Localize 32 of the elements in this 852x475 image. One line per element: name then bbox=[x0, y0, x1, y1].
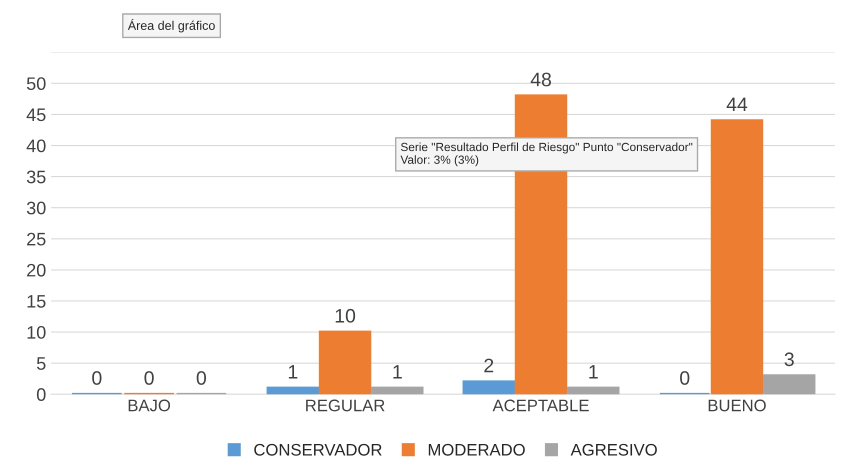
data-label: 1 bbox=[589, 365, 598, 378]
x-tick-label: BUENO bbox=[708, 400, 766, 412]
y-tick-label: 50 bbox=[26, 77, 46, 90]
y-tick-label: 5 bbox=[36, 357, 46, 370]
y-tick-label: 25 bbox=[27, 232, 46, 246]
data-label: 1 bbox=[393, 365, 402, 378]
y-tick-label: 15 bbox=[28, 295, 46, 308]
y-tick-label: 0 bbox=[36, 388, 46, 401]
y-tick-label: 45 bbox=[26, 108, 46, 122]
legend-label: AGRESIVO bbox=[570, 444, 657, 456]
text: Área del gráfico bbox=[128, 19, 215, 32]
data-label: 10 bbox=[336, 308, 356, 323]
legend-label: MODERADO bbox=[428, 444, 525, 456]
data-label: 0 bbox=[196, 371, 206, 385]
x-tick-label: ACEPTABLE bbox=[492, 400, 589, 412]
data-label: 3 bbox=[784, 352, 794, 366]
y-tick-label: 20 bbox=[27, 264, 46, 277]
y-tick-label: 40 bbox=[26, 139, 46, 152]
x-tick-label: REGULAR bbox=[306, 400, 385, 412]
data-label: 2 bbox=[484, 358, 494, 372]
y-tick-label: 30 bbox=[26, 202, 46, 214]
data-label: 0 bbox=[680, 371, 690, 385]
y-tick-label: 10 bbox=[28, 326, 46, 339]
x-tick-label: BAJO bbox=[128, 400, 170, 412]
y-tick-label: 35 bbox=[26, 170, 46, 184]
data-label: 1 bbox=[288, 365, 298, 378]
data-label: 0 bbox=[144, 371, 154, 385]
data-label: 48 bbox=[530, 72, 551, 86]
data-label: 0 bbox=[92, 371, 102, 385]
annotation: Serie "Resultado Perfil de Riesgo" Punto "Conservador" Valor: 3% (3%) bbox=[400, 142, 692, 166]
legend-label: CONSERVADOR bbox=[254, 444, 382, 456]
data-label: 44 bbox=[726, 98, 748, 112]
